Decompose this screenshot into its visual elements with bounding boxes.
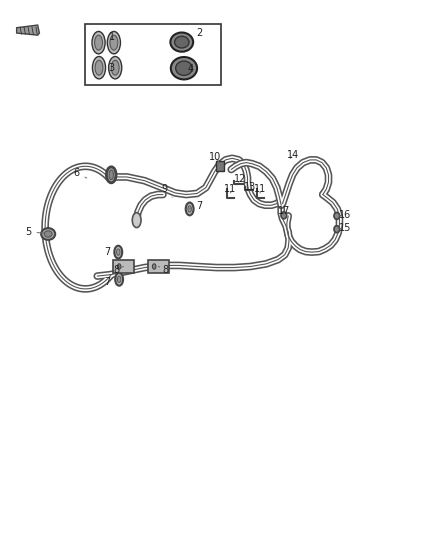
Text: 17: 17: [278, 206, 290, 215]
Text: 4: 4: [187, 64, 194, 74]
Text: 8: 8: [113, 265, 124, 274]
Text: 9: 9: [161, 184, 172, 197]
Ellipse shape: [176, 61, 192, 75]
Text: 7: 7: [190, 201, 202, 211]
Ellipse shape: [132, 213, 141, 228]
Bar: [85, 24, 221, 85]
Ellipse shape: [107, 31, 120, 54]
Text: 13: 13: [244, 182, 256, 191]
Ellipse shape: [111, 60, 119, 75]
Bar: [216, 161, 224, 171]
Ellipse shape: [117, 249, 120, 255]
Ellipse shape: [117, 264, 121, 269]
Text: 3: 3: [109, 63, 115, 73]
Bar: [113, 260, 134, 273]
Ellipse shape: [92, 56, 106, 79]
Text: 11: 11: [254, 184, 266, 194]
Ellipse shape: [106, 167, 116, 183]
Ellipse shape: [188, 206, 191, 212]
Ellipse shape: [110, 35, 118, 50]
Ellipse shape: [170, 33, 193, 52]
Text: 1: 1: [109, 33, 115, 42]
Ellipse shape: [115, 273, 123, 286]
Ellipse shape: [95, 35, 102, 50]
Text: 2: 2: [196, 28, 202, 38]
Text: 7: 7: [104, 247, 116, 256]
Ellipse shape: [109, 170, 113, 180]
Polygon shape: [17, 25, 39, 35]
Text: 16: 16: [339, 211, 351, 220]
Text: 7: 7: [104, 278, 118, 287]
Ellipse shape: [174, 36, 189, 48]
Ellipse shape: [95, 60, 103, 75]
Text: 8: 8: [159, 265, 169, 274]
Text: 11: 11: [224, 184, 236, 194]
Text: 14: 14: [287, 150, 299, 159]
Ellipse shape: [114, 246, 122, 259]
Bar: [148, 260, 169, 273]
Ellipse shape: [41, 228, 55, 240]
Ellipse shape: [334, 226, 340, 232]
Ellipse shape: [334, 213, 340, 220]
Ellipse shape: [171, 57, 197, 79]
Ellipse shape: [109, 56, 122, 79]
Text: 10: 10: [209, 152, 222, 162]
Ellipse shape: [44, 231, 52, 237]
Text: 15: 15: [339, 223, 351, 233]
Text: 6: 6: [74, 168, 87, 178]
Ellipse shape: [117, 276, 121, 282]
Ellipse shape: [281, 212, 287, 219]
Ellipse shape: [152, 264, 156, 269]
Ellipse shape: [186, 203, 194, 215]
Ellipse shape: [92, 31, 105, 54]
Text: 12: 12: [234, 174, 247, 183]
Text: 5: 5: [25, 227, 45, 237]
